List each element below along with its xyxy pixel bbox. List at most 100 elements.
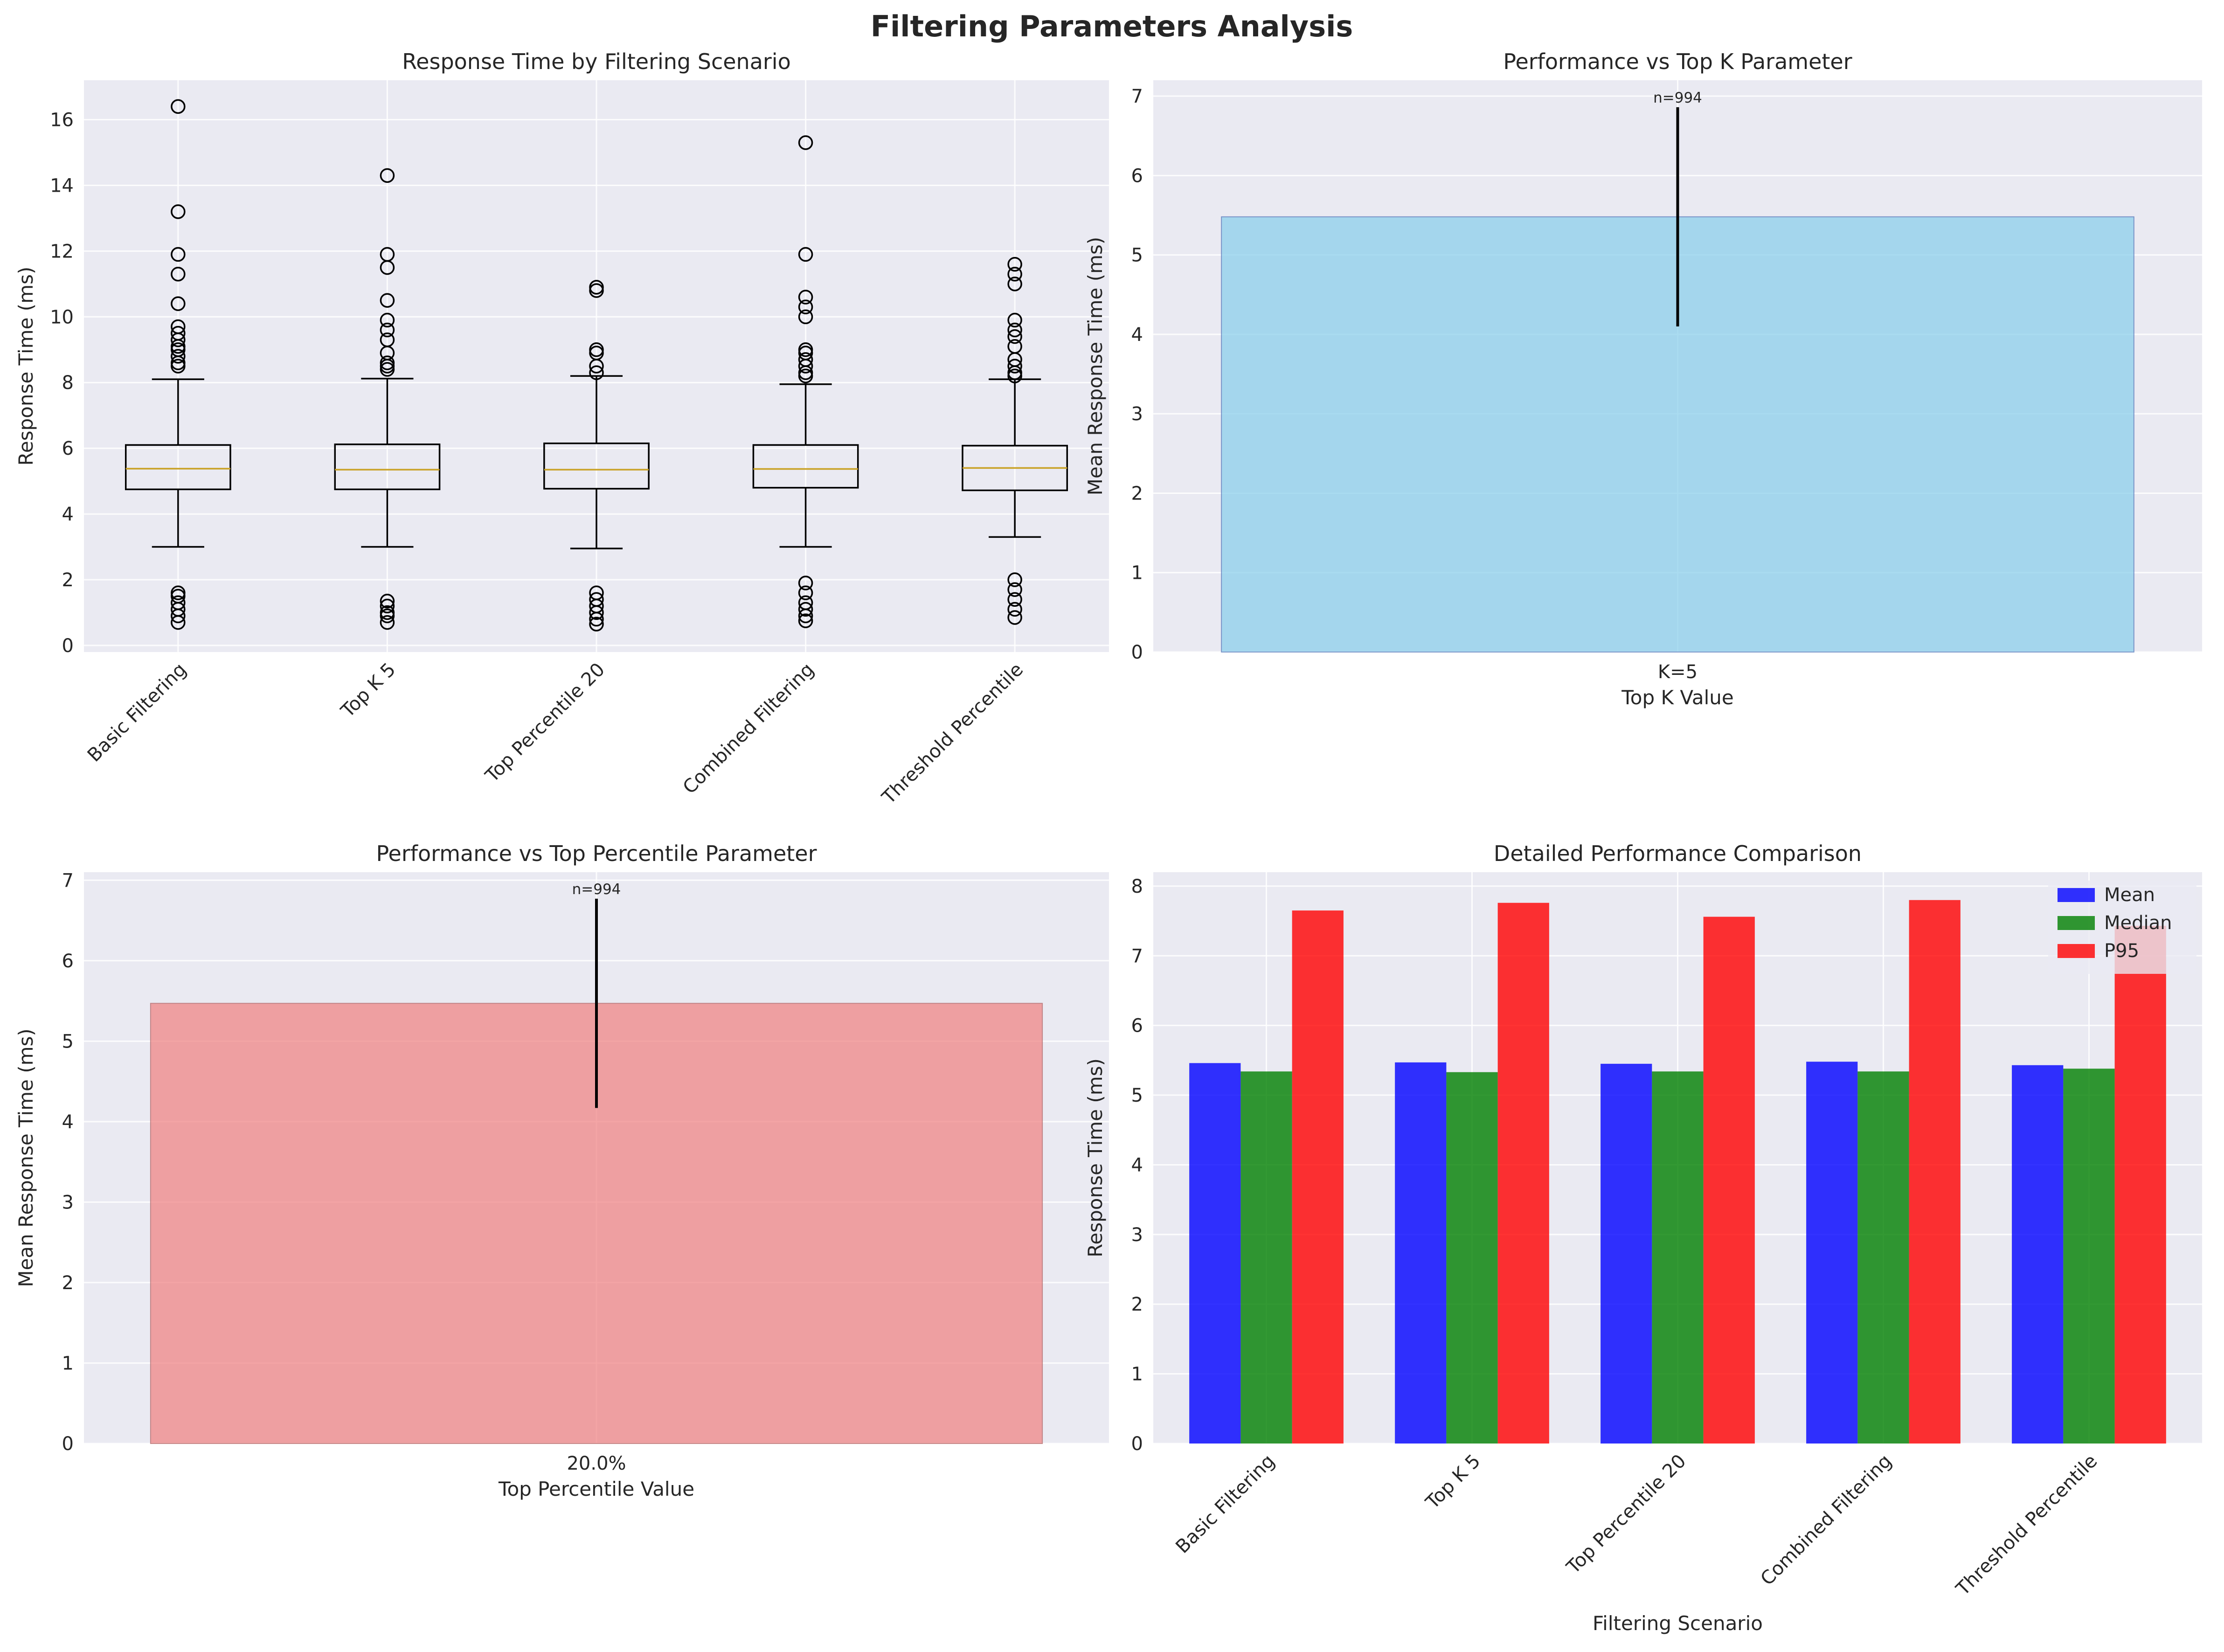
outlier-point: [171, 296, 186, 311]
panel-4: 0 1 2 3 4 5 6 7 8 Detailed Performance Comparison…: [1084, 841, 2202, 1635]
outlier-point: [798, 247, 813, 262]
y-tick-label: 5: [62, 1031, 74, 1052]
y-tick-label: 7: [62, 870, 74, 891]
y-tick-label: 4: [1131, 324, 1143, 346]
y-tick-label: 0: [62, 1433, 74, 1455]
outlier-point: [171, 266, 186, 282]
outlier-point: [171, 247, 186, 262]
outlier-point: [380, 168, 395, 183]
x-tick-label: 20.0%: [567, 1453, 626, 1474]
y-tick-label: 6: [62, 438, 74, 459]
legend-swatch: [2058, 888, 2095, 902]
figure-title: Filtering Parameters Analysis: [871, 9, 1353, 43]
box-2: [334, 168, 441, 630]
legend-swatch: [2058, 944, 2095, 958]
bar-p95-5: [2114, 926, 2166, 1444]
outlier-point: [1007, 329, 1022, 344]
y-tick-label: 0: [1131, 642, 1143, 663]
y-tick-label: 4: [1131, 1154, 1143, 1176]
x-axis-label: Filtering Scenario: [1593, 1612, 1763, 1635]
y-tick-label: 4: [62, 1111, 74, 1133]
outlier-point: [798, 309, 813, 325]
outlier-point: [1007, 572, 1022, 587]
outlier-point: [380, 293, 395, 308]
outlier-point: [1007, 312, 1022, 328]
y-tick-label: 2: [1131, 483, 1143, 504]
y-axis-label: Response Time (ms): [1084, 1058, 1107, 1257]
outlier-point: [1007, 582, 1022, 597]
outlier-point: [798, 608, 813, 624]
y-tick-label: 10: [50, 306, 74, 328]
outlier-point: [798, 299, 813, 314]
outlier-point: [798, 290, 813, 305]
outlier-point: [380, 598, 395, 614]
outlier-point: [1007, 266, 1022, 282]
y-tick-label: 0: [1131, 1433, 1143, 1455]
x-tick-label: Top Percentile 20: [481, 659, 609, 787]
bar-median-4: [1857, 1071, 1909, 1444]
y-tick-label: 1: [1131, 1364, 1143, 1385]
outlier-point: [589, 283, 604, 298]
x-tick-label: Top K 5: [1421, 1451, 1484, 1513]
panel-3: 0 1 2 3 4 5 6 7 Performance vs Top Percentile Pa…: [14, 841, 1109, 1500]
chart-title: Performance vs Top Percentile Parameter: [376, 841, 817, 866]
outlier-point: [589, 359, 604, 374]
y-tick-label: 4: [62, 504, 74, 525]
y-tick-label: 2: [62, 569, 74, 591]
x-tick-label: Basic Filtering: [83, 659, 191, 766]
outlier-point: [1007, 592, 1022, 607]
x-tick-label: Combined Filtering: [679, 659, 818, 798]
x-tick-label: Threshold Percentile: [1952, 1451, 2101, 1600]
legend-label: Median: [2104, 912, 2172, 934]
box-3: [543, 280, 650, 632]
y-tick-label: 2: [1131, 1294, 1143, 1315]
bar-p95-2: [1497, 902, 1549, 1444]
outlier-point: [171, 349, 186, 364]
x-tick-label: Top K 5: [337, 659, 400, 722]
y-axis-label: Mean Response Time (ms): [14, 1028, 37, 1287]
y-tick-label: 1: [62, 1353, 74, 1374]
outlier-point: [798, 368, 813, 383]
bar-mean-5: [2012, 1065, 2064, 1444]
y-tick-label: 12: [50, 241, 74, 262]
legend-label: P95: [2104, 940, 2139, 962]
box-iqr: [334, 443, 441, 490]
outlier-point: [589, 611, 604, 627]
box-iqr: [752, 444, 859, 489]
bar-median-3: [1652, 1071, 1704, 1444]
outlier-point: [380, 312, 395, 328]
x-axis-label: Top K Value: [1621, 686, 1733, 709]
y-tick-label: 8: [1131, 876, 1143, 897]
outlier-point: [380, 260, 395, 275]
outlier-point: [798, 585, 813, 600]
outlier-point: [171, 332, 186, 347]
outlier-point: [798, 576, 813, 590]
bar-median-5: [2063, 1069, 2115, 1444]
y-tick-label: 3: [1131, 1224, 1143, 1246]
y-tick-label: 6: [1131, 165, 1143, 187]
outlier-point: [589, 605, 604, 620]
y-tick-label: 5: [1131, 245, 1143, 266]
outlier-point: [380, 362, 395, 377]
box-5: [962, 257, 1068, 625]
outlier-point: [1007, 277, 1022, 292]
outlier-point: [171, 359, 186, 374]
y-tick-label: 5: [1131, 1085, 1143, 1106]
y-axis-label: Response Time (ms): [14, 267, 37, 466]
bar-p95-3: [1703, 916, 1755, 1444]
y-tick-label: 16: [50, 110, 74, 131]
y-tick-label: 14: [50, 175, 74, 196]
x-tick-label: K=5: [1658, 661, 1697, 683]
outlier-point: [1007, 257, 1022, 272]
panel-1: 0 2 4 6 8 10 12 14 16 Response Time by Filtering …: [14, 49, 1109, 809]
x-tick-label: Basic Filtering: [1171, 1451, 1279, 1558]
y-tick-label: 7: [1131, 945, 1143, 967]
outlier-point: [798, 613, 813, 628]
outlier-point: [380, 322, 395, 338]
outlier-point: [171, 204, 186, 219]
y-tick-label: 1: [1131, 562, 1143, 584]
chart-title: Performance vs Top K Parameter: [1503, 49, 1852, 74]
outlier-point: [798, 359, 813, 374]
x-tick-label: Threshold Percentile: [878, 659, 1027, 809]
